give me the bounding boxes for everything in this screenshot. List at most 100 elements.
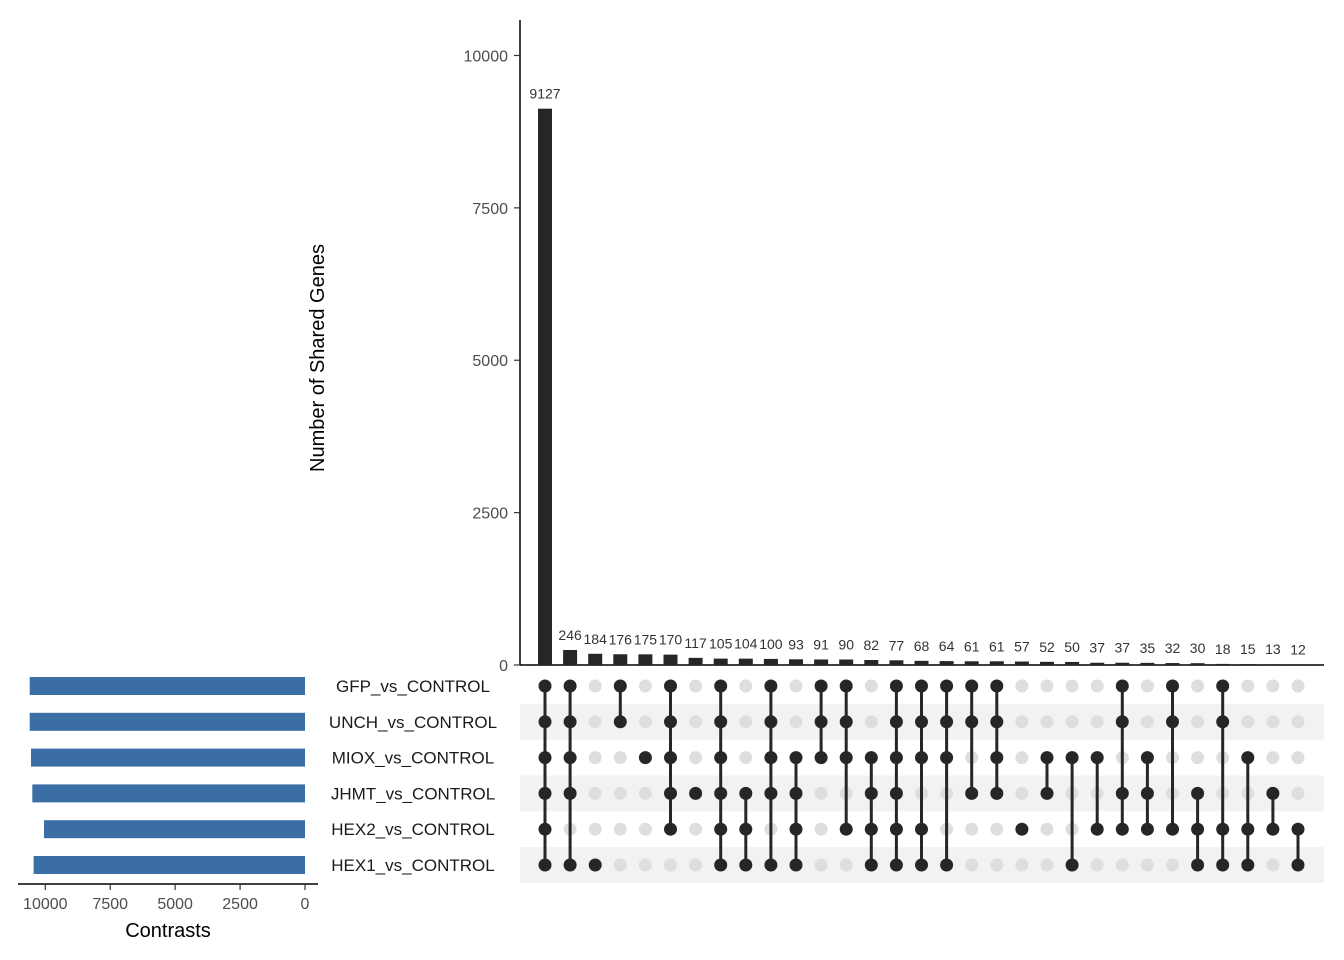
intersection-bar bbox=[663, 654, 678, 665]
matrix-dot-filled bbox=[1241, 822, 1255, 836]
intersection-value-label: 184 bbox=[584, 631, 608, 647]
matrix-dot-filled bbox=[1115, 786, 1129, 800]
matrix-dot-filled bbox=[789, 751, 803, 765]
matrix-dot-empty bbox=[1241, 715, 1255, 729]
matrix-dot-filled bbox=[563, 858, 577, 872]
matrix-dot-filled bbox=[839, 822, 853, 836]
matrix-dot-empty bbox=[1015, 679, 1029, 693]
y-tick-label: 2500 bbox=[472, 506, 508, 523]
intersection-value-label: 50 bbox=[1064, 639, 1080, 655]
matrix-dot-filled bbox=[563, 679, 577, 693]
intersection-bar bbox=[889, 660, 904, 665]
matrix-dot-empty bbox=[789, 679, 803, 693]
matrix-dot-empty bbox=[990, 822, 1004, 836]
set-size-bar bbox=[33, 856, 306, 874]
matrix-dot-empty bbox=[1266, 858, 1280, 872]
matrix-dot-empty bbox=[1191, 715, 1205, 729]
intersection-bar bbox=[1265, 664, 1280, 665]
matrix-dot-filled bbox=[789, 786, 803, 800]
intersection-value-label: 82 bbox=[864, 637, 880, 653]
membership-matrix bbox=[538, 679, 1305, 872]
matrix-dot-filled bbox=[664, 715, 677, 729]
matrix-dot-filled bbox=[538, 679, 552, 693]
matrix-dot-empty bbox=[789, 715, 803, 729]
matrix-dot-filled bbox=[638, 751, 652, 765]
matrix-dot-empty bbox=[588, 751, 602, 765]
intersection-bar bbox=[939, 661, 954, 665]
matrix-dot-filled bbox=[714, 751, 728, 765]
set-size-bar bbox=[32, 784, 305, 803]
matrix-dot-filled bbox=[990, 786, 1004, 800]
intersection-value-label: 100 bbox=[759, 636, 783, 652]
matrix-dot-filled bbox=[915, 679, 928, 693]
matrix-dot-filled bbox=[889, 751, 903, 765]
intersection-value-label: 61 bbox=[989, 638, 1005, 654]
set-label: UNCH_vs_CONTROL bbox=[329, 713, 497, 732]
intersection-bar bbox=[1240, 664, 1255, 665]
matrix-dot-filled bbox=[1140, 786, 1154, 800]
matrix-dot-filled bbox=[839, 751, 853, 765]
matrix-dot-empty bbox=[1191, 679, 1205, 693]
intersection-value-label: 104 bbox=[734, 636, 758, 652]
matrix-dot-filled bbox=[1140, 751, 1154, 765]
matrix-dot-empty bbox=[1140, 715, 1154, 729]
matrix-dot-filled bbox=[814, 751, 828, 765]
matrix-dot-filled bbox=[714, 822, 728, 836]
matrix-dot-empty bbox=[613, 786, 627, 800]
matrix-dot-filled bbox=[889, 858, 903, 872]
matrix-dot-filled bbox=[714, 715, 728, 729]
intersection-bar bbox=[1190, 663, 1205, 665]
matrix-dot-filled bbox=[1115, 822, 1129, 836]
matrix-dot-empty bbox=[1040, 822, 1054, 836]
matrix-dot-filled bbox=[1241, 858, 1255, 872]
matrix-dot-filled bbox=[889, 715, 903, 729]
matrix-dot-empty bbox=[1040, 679, 1054, 693]
matrix-dot-empty bbox=[814, 822, 828, 836]
matrix-dot-filled bbox=[563, 786, 577, 800]
matrix-dot-filled bbox=[538, 822, 552, 836]
matrix-dot-empty bbox=[1040, 715, 1054, 729]
matrix-dot-filled bbox=[1015, 822, 1029, 836]
intersection-bar bbox=[638, 654, 653, 665]
matrix-dot-filled bbox=[613, 679, 627, 693]
intersection-bar bbox=[538, 108, 552, 665]
set-size-tick-label: 10000 bbox=[23, 896, 68, 913]
matrix-dot-empty bbox=[1090, 679, 1104, 693]
matrix-dot-filled bbox=[1065, 751, 1079, 765]
matrix-dot-empty bbox=[739, 751, 753, 765]
matrix-dot-filled bbox=[1115, 715, 1129, 729]
matrix-dot-filled bbox=[1216, 822, 1230, 836]
matrix-dot-filled bbox=[965, 786, 979, 800]
intersection-value-label: 246 bbox=[558, 627, 582, 643]
matrix-dot-filled bbox=[1115, 679, 1129, 693]
matrix-dot-empty bbox=[1266, 679, 1280, 693]
matrix-dot-filled bbox=[739, 822, 753, 836]
matrix-dot-filled bbox=[789, 822, 803, 836]
intersection-value-label: 64 bbox=[939, 638, 955, 654]
matrix-dot-filled bbox=[814, 679, 828, 693]
matrix-dot-filled bbox=[664, 751, 677, 765]
matrix-dot-empty bbox=[1015, 858, 1029, 872]
matrix-dot-empty bbox=[1065, 679, 1079, 693]
matrix-dot-empty bbox=[990, 858, 1004, 872]
intersection-value-label: 91 bbox=[813, 636, 829, 652]
matrix-dot-empty bbox=[588, 679, 602, 693]
matrix-dot-empty bbox=[613, 822, 627, 836]
intersection-value-label: 15 bbox=[1240, 641, 1256, 657]
intersection-bar bbox=[1040, 661, 1054, 665]
matrix-dot-filled bbox=[789, 858, 803, 872]
matrix-dot-filled bbox=[839, 679, 853, 693]
matrix-dot-filled bbox=[915, 751, 928, 765]
matrix-dot-empty bbox=[814, 858, 828, 872]
set-size-axis-title: Contrasts bbox=[125, 920, 211, 942]
matrix-dot-empty bbox=[689, 822, 703, 836]
matrix-dot-empty bbox=[638, 715, 652, 729]
matrix-dot-filled bbox=[990, 751, 1004, 765]
intersection-value-label: 170 bbox=[659, 632, 683, 648]
intersection-value-label: 9127 bbox=[529, 86, 560, 102]
set-size-bar bbox=[44, 820, 306, 839]
intersection-bar bbox=[914, 660, 929, 665]
matrix-dot-empty bbox=[814, 786, 828, 800]
set-size-tick-label: 5000 bbox=[157, 896, 193, 913]
